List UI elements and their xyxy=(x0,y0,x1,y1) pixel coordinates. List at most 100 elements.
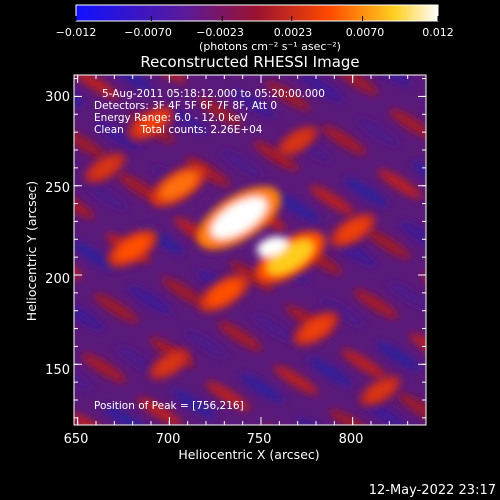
source-core xyxy=(135,111,167,135)
sidelobe-ripple xyxy=(333,75,379,95)
source-core xyxy=(267,240,314,275)
sidelobe-ripple xyxy=(137,397,183,425)
annotation-energy-range: Energy Range: 6.0 - 12.0 keV xyxy=(94,112,248,124)
colorbar-tick-0: −0.012 xyxy=(56,26,97,39)
sidelobe-ripple xyxy=(74,241,117,271)
source-core xyxy=(366,381,394,402)
y-axis-label: Heliocentric Y (arcsec) xyxy=(24,181,39,321)
sidelobe-ripple xyxy=(429,381,479,419)
source-core xyxy=(91,157,119,178)
y-tick-label-3: 300 xyxy=(45,90,70,105)
sidelobe-ripple xyxy=(103,405,149,425)
source-core xyxy=(207,280,242,306)
sidelobe-ripple xyxy=(411,161,426,191)
sidelobe-ripple xyxy=(341,349,387,379)
annotation-time-range: 5-Aug-2011 05:18:12.000 to 05:20:00.000 xyxy=(102,88,325,100)
sidelobe-ripple xyxy=(367,75,413,87)
y-tick-label-0: 150 xyxy=(45,363,70,378)
plot-frame xyxy=(73,74,427,426)
sidelobe-ripple xyxy=(163,105,209,135)
sidelobe-ripple xyxy=(307,357,353,387)
footer-timestamp: 12-May-2022 23:17 xyxy=(369,483,496,498)
sidelobe-ripple xyxy=(365,229,411,259)
x-tick-label-1: 700 xyxy=(156,432,181,447)
annotation-detectors: Detectors: 3F 4F 5F 6F 7F 8F, Att 0 xyxy=(94,100,277,112)
sidelobe-ripple xyxy=(74,189,95,219)
sidelobe-ripple xyxy=(387,281,426,311)
sidelobe-ripple xyxy=(185,157,231,187)
sidelobe-ripple xyxy=(231,89,277,119)
sidelobe-ripple xyxy=(74,75,119,99)
sidelobe-ripple xyxy=(253,141,299,171)
colorbar xyxy=(75,4,439,22)
sidelobe-ripple xyxy=(74,129,107,159)
annotation-clean-counts: Clean Total counts: 2.26E+04 xyxy=(94,124,263,136)
sidelobe-ripple xyxy=(229,261,275,291)
sidelobe-ripple xyxy=(127,285,173,315)
x-axis-label: Heliocentric X (arcsec) xyxy=(178,447,319,462)
sidelobe-ripple xyxy=(321,125,367,155)
colorbar-tick-5: 0.012 xyxy=(422,26,454,39)
sidelobe-ripple xyxy=(183,329,229,359)
source-core xyxy=(284,131,312,152)
heatmap-sources xyxy=(84,106,401,407)
sidelobe-ripple xyxy=(377,169,423,199)
sidelobe-ripple xyxy=(309,185,355,215)
peak-core xyxy=(256,236,288,257)
sidelobe-ripple xyxy=(81,353,127,383)
sidelobe-ripple xyxy=(107,75,153,91)
sidelobe-ripple xyxy=(389,109,426,139)
sidelobe-ripple xyxy=(265,81,311,111)
sidelobe-ripple xyxy=(423,101,426,131)
chart-title: Reconstructed RHESSI Image xyxy=(140,53,359,71)
x-tick-label-0: 650 xyxy=(64,432,89,447)
sidelobe-ripple xyxy=(251,313,297,343)
sidelobe-ripple xyxy=(375,341,421,371)
sidelobe-ripple xyxy=(431,209,481,247)
x-tick-label-2: 750 xyxy=(247,432,272,447)
sidelobe-ripple xyxy=(433,37,483,75)
colorbar-tick-1: −0.0070 xyxy=(124,26,172,39)
sidelobe-ripple xyxy=(363,401,409,425)
y-tick-label-2: 250 xyxy=(45,181,70,196)
colorbar-tick-4: 0.0070 xyxy=(346,26,385,39)
sidelobe-ripple xyxy=(205,381,251,411)
sidelobe-ripple xyxy=(74,301,105,331)
y-tick-label-1: 200 xyxy=(45,272,70,287)
sidelobe-ripple xyxy=(74,361,93,391)
axis-ticks xyxy=(74,75,427,425)
sidelobe-ripple xyxy=(74,413,115,425)
source-core xyxy=(160,172,197,200)
peak-position-label: Position of Peak = [756,216] xyxy=(94,400,244,412)
source-core xyxy=(155,354,183,375)
x-tick-label-3: 800 xyxy=(339,432,364,447)
sidelobe-ripple xyxy=(197,97,243,127)
sidelobe-ripple xyxy=(353,289,399,319)
sidelobe-ripple xyxy=(161,277,207,307)
sidelobe-ripple xyxy=(217,321,263,351)
sidelobe-ripple xyxy=(171,389,217,419)
sidelobe-ripple xyxy=(397,393,426,423)
sidelobe-ripple xyxy=(409,333,426,363)
sidelobe-ripple xyxy=(95,121,141,151)
sidelobe-ripple xyxy=(329,409,375,425)
sidelobe-ripple xyxy=(275,193,321,223)
source-core xyxy=(300,317,332,340)
sidelobe-ripple xyxy=(93,293,139,323)
sidelobe-ripple xyxy=(399,221,426,251)
sidelobe-ripple xyxy=(343,177,389,207)
sidelobe-ripple xyxy=(83,181,129,211)
sidelobe-ripple xyxy=(273,365,319,395)
source-core xyxy=(115,235,150,261)
colorbar-tick-2: −0.0023 xyxy=(196,26,244,39)
sidelobe-ripple xyxy=(115,345,161,375)
sidelobe-ripple xyxy=(355,117,401,147)
sidelobe-ripple xyxy=(239,373,285,403)
sidelobe-ripple xyxy=(299,75,345,103)
colorbar-tick-3: 0.0023 xyxy=(274,26,313,39)
source-core xyxy=(211,197,267,239)
sidelobe-ripple xyxy=(25,133,75,171)
colorbar-ticks xyxy=(75,16,439,21)
sidelobe-ripple xyxy=(117,173,163,203)
